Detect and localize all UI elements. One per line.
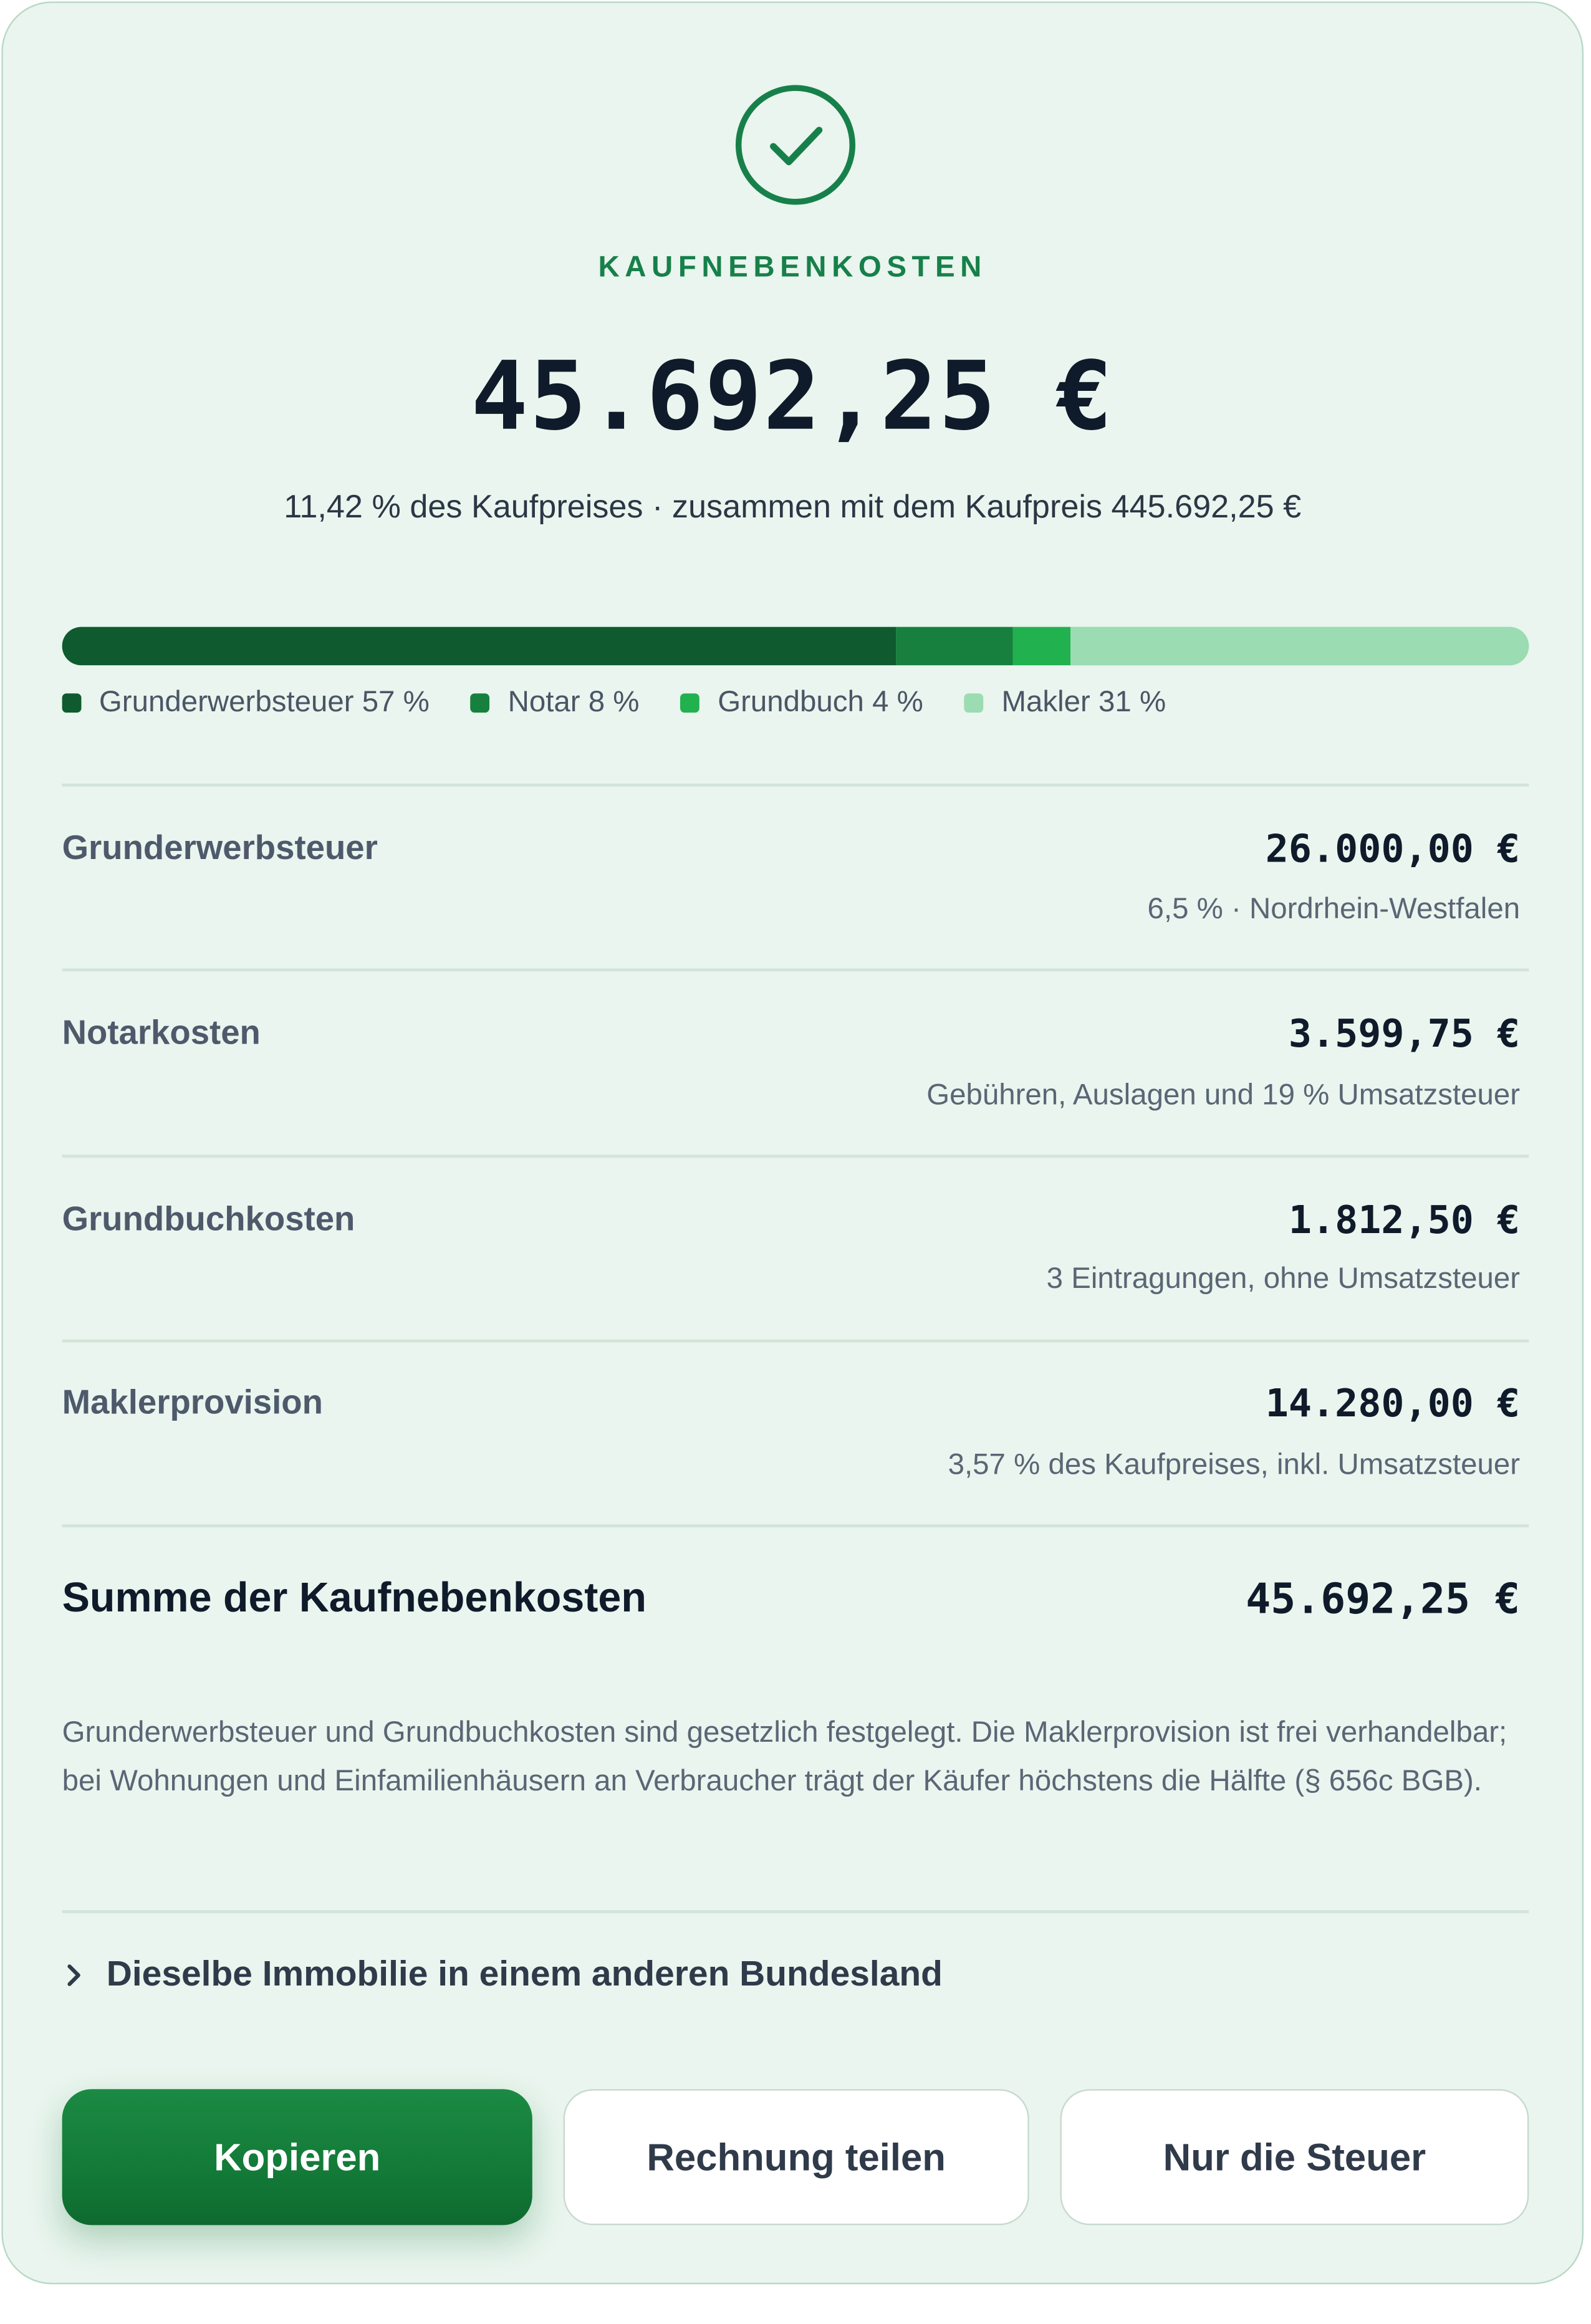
- legend-swatch: [680, 693, 700, 713]
- row-label-notarkosten: Notarkosten: [62, 1012, 261, 1052]
- row-value-grunderwerbsteuer: 26.000,00 €: [1265, 828, 1521, 873]
- row-label-maklerprovision: Maklerprovision: [62, 1382, 323, 1421]
- divider: [62, 1524, 1529, 1527]
- legend-item: Notar 8 %: [471, 686, 640, 720]
- sum-label: Summe der Kaufnebenkosten: [62, 1574, 646, 1621]
- check-circle-icon: [735, 85, 856, 205]
- other-state-expander[interactable]: Dieselbe Immobilie in einem anderen Bund…: [62, 1954, 943, 1995]
- result-kicker: KAUFNEBENKOSTEN: [598, 251, 987, 284]
- row-label-grunderwerbsteuer: Grunderwerbsteuer: [62, 828, 378, 867]
- legend-label: Makler 31 %: [1001, 686, 1166, 719]
- divider: [62, 1155, 1529, 1157]
- bar-segment: [1071, 627, 1529, 666]
- tax-only-button[interactable]: Nur die Steuer: [1060, 2089, 1529, 2226]
- divider: [62, 784, 1529, 786]
- row-value-grundbuchkosten: 1.812,50 €: [1288, 1199, 1521, 1244]
- legend-label: Notar 8 %: [507, 686, 640, 719]
- divider: [62, 968, 1529, 971]
- row-label-grundbuchkosten: Grundbuchkosten: [62, 1199, 355, 1238]
- legend-label: Grunderwerbsteuer 57 %: [99, 686, 430, 719]
- legend-swatch: [62, 693, 82, 713]
- cost-breakdown-bar: [62, 627, 1529, 666]
- result-card: KAUFNEBENKOSTEN 45.692,25 € 11,42 % des …: [1, 1, 1584, 2285]
- cost-breakdown-legend: Grunderwerbsteuer 57 % Notar 8 % Grundbuch…: [62, 686, 1208, 720]
- bar-segment: [1012, 627, 1072, 666]
- divider: [62, 1339, 1529, 1342]
- legal-note: Grunderwerbsteuer und Grundbuchkosten si…: [62, 1716, 1507, 1798]
- legend-label: Grundbuch 4 %: [718, 686, 923, 719]
- sum-value: 45.692,25 €: [1246, 1574, 1521, 1624]
- row-note-notarkosten: Gebühren, Auslagen und 19 % Umsatzsteuer: [926, 1079, 1521, 1112]
- divider: [62, 1910, 1529, 1913]
- total-subline: 11,42 % des Kaufpreises · zusammen mit d…: [284, 487, 1302, 525]
- chevron-right-icon: [67, 1964, 80, 1986]
- legend-item: Makler 31 %: [964, 686, 1166, 720]
- total-amount: 45.692,25 €: [471, 343, 1114, 453]
- legend-item: Grundbuch 4 %: [680, 686, 923, 720]
- row-value-notarkosten: 3.599,75 €: [1288, 1012, 1521, 1057]
- share-invoice-button[interactable]: Rechnung teilen: [563, 2089, 1029, 2226]
- bar-segment: [896, 627, 1013, 666]
- copy-button[interactable]: Kopieren: [62, 2089, 532, 2226]
- row-note-grunderwerbsteuer: 6,5 % · Nordrhein-Westfalen: [1147, 893, 1521, 926]
- legend-item: Grunderwerbsteuer 57 %: [62, 686, 430, 720]
- legend-swatch: [964, 693, 984, 713]
- row-note-grundbuchkosten: 3 Eintragungen, ohne Umsatzsteuer: [1046, 1262, 1521, 1295]
- row-note-maklerprovision: 3,57 % des Kaufpreises, inkl. Umsatzsteu…: [948, 1449, 1521, 1482]
- row-value-maklerprovision: 14.280,00 €: [1265, 1382, 1521, 1427]
- legend-swatch: [471, 693, 491, 713]
- other-state-expander-label: Dieselbe Immobilie in einem anderen Bund…: [106, 1954, 943, 1995]
- bar-segment: [62, 627, 897, 666]
